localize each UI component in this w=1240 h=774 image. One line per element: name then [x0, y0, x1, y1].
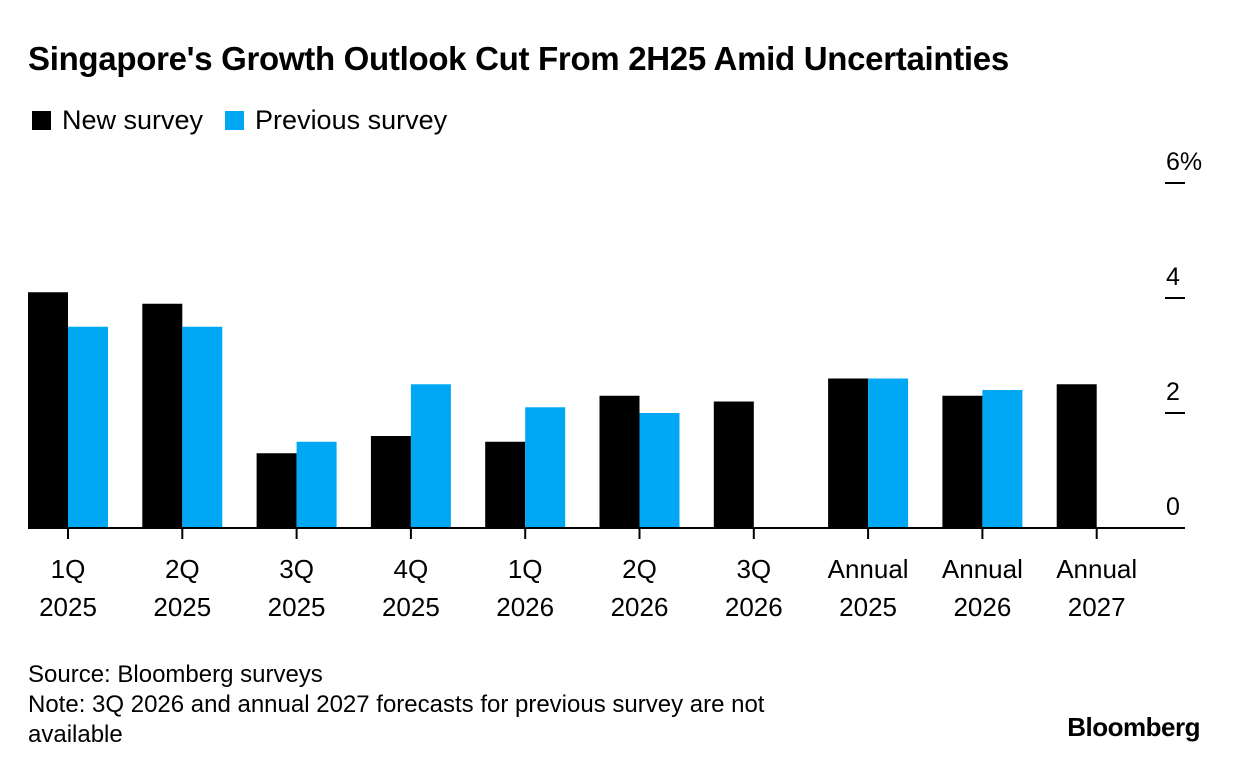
legend-label-previous-survey: Previous survey: [255, 105, 448, 135]
x-tick-label: 2027: [1068, 592, 1126, 622]
legend-item-previous-survey: Previous survey: [225, 105, 447, 136]
x-tick-label: Annual: [828, 554, 909, 584]
legend-item-new-survey: New survey: [32, 105, 203, 136]
legend-swatch-new-survey: [32, 111, 51, 130]
bar-new-survey: [28, 292, 68, 528]
x-tick-label: 2Q: [622, 554, 657, 584]
y-tick-label: 0: [1166, 493, 1180, 521]
x-tick-label: 3Q: [279, 554, 314, 584]
x-tick-label: 2026: [611, 592, 669, 622]
y-tick-label: 6%: [1166, 148, 1202, 176]
x-tick-label: 2025: [153, 592, 211, 622]
x-tick-label: 1Q: [508, 554, 543, 584]
bar-new-survey: [599, 395, 640, 528]
source-text: Source: Bloomberg surveys: [28, 661, 323, 688]
bar-new-survey: [713, 401, 754, 528]
x-tick-label: 1Q: [51, 554, 86, 584]
bar-previous-survey: [525, 407, 566, 528]
bloomberg-logo: Bloomberg: [1067, 712, 1200, 742]
x-tick-label: 2Q: [165, 554, 200, 584]
bar-new-survey: [1056, 384, 1097, 528]
bar-new-survey: [485, 441, 526, 528]
x-tick-label: 2025: [382, 592, 440, 622]
x-tick-label: 2025: [39, 592, 97, 622]
bar-previous-survey: [982, 390, 1023, 528]
bar-new-survey: [828, 378, 869, 528]
x-tick-label: Annual: [1056, 554, 1137, 584]
x-tick-label: 2025: [268, 592, 326, 622]
x-tick-label: Annual: [942, 554, 1023, 584]
note-text: Note: 3Q 2026 and annual 2027 forecasts …: [28, 691, 765, 748]
bar-previous-survey: [868, 378, 909, 528]
legend-label-new-survey: New survey: [62, 105, 204, 135]
bar-new-survey: [942, 395, 983, 528]
bar-previous-survey: [410, 384, 451, 528]
legend-swatch-previous-survey: [225, 111, 245, 130]
x-tick-label: 2025: [839, 592, 897, 622]
y-tick-label: 2: [1166, 378, 1180, 406]
bar-previous-survey: [182, 326, 223, 528]
x-tick-label: 2026: [953, 592, 1011, 622]
bar-new-survey: [256, 453, 297, 528]
y-tick-label: 4: [1166, 263, 1180, 291]
bar-previous-survey: [296, 441, 337, 528]
x-tick-label: 2026: [496, 592, 554, 622]
bar-previous-survey: [639, 413, 680, 528]
bar-previous-survey: [68, 326, 108, 528]
legend: New survey Previous survey: [32, 105, 469, 136]
bar-chart: 0 2 4 6% 1Q 2025 2Q 2025 3Q 2025 4Q 2025 1Q 2026 2Q 202…: [28, 148, 1202, 622]
x-tick-label: 3Q: [736, 554, 771, 584]
bar-new-survey: [370, 436, 411, 528]
bar-new-survey: [142, 303, 183, 528]
chart-footer: Source: Bloomberg surveys Note: 3Q 2026 …: [28, 660, 858, 750]
x-tick-label: 2026: [725, 592, 783, 622]
x-tick-label: 4Q: [394, 554, 429, 584]
chart-title: Singapore's Growth Outlook Cut From 2H25…: [28, 40, 1009, 77]
